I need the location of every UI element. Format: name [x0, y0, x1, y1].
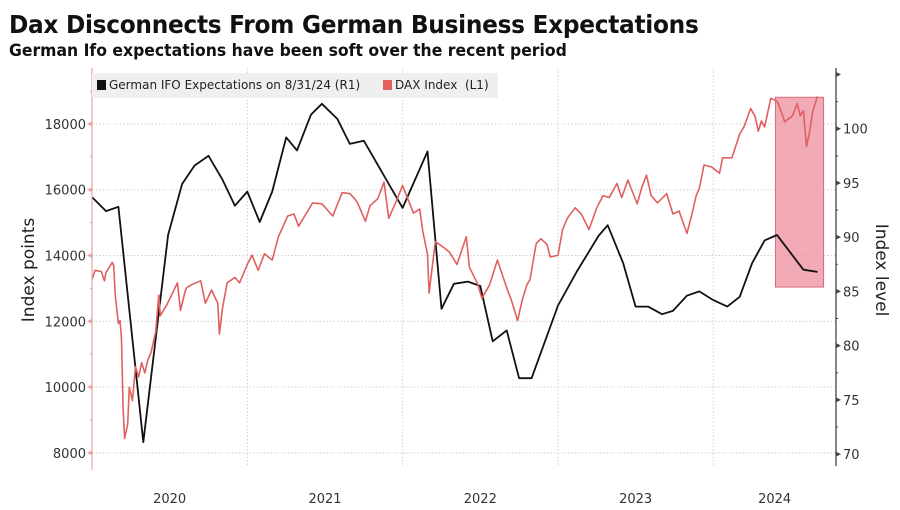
y-right-tick — [836, 72, 841, 78]
legend-swatch-dax — [383, 80, 392, 90]
y-left-tick — [87, 450, 92, 456]
chart-title: Dax Disconnects From German Business Exp… — [9, 10, 699, 39]
y-right-tick-label: 75 — [843, 394, 860, 409]
series-line-dax — [91, 96, 819, 440]
chart-subtitle: German Ifo expectations have been soft o… — [9, 41, 567, 61]
y-right-tick-label: 100 — [843, 123, 868, 138]
y-left-tick-label: 12000 — [45, 315, 86, 330]
series-lines — [91, 96, 819, 443]
y-left-tick-label: 10000 — [45, 381, 86, 396]
y-right-tick — [836, 451, 841, 457]
legend: German IFO Expectations on 8/31/24 (R1) … — [92, 73, 498, 98]
y-left-tick-label: 16000 — [45, 184, 86, 199]
y-left-tick — [87, 318, 92, 324]
x-tick-label: 2020 — [153, 492, 186, 507]
y-right-tick-label: 90 — [843, 231, 860, 246]
y-right-tick — [836, 234, 841, 240]
y-left-tick — [87, 187, 92, 193]
x-tick-label: 2024 — [758, 492, 791, 507]
highlight-region — [774, 96, 825, 288]
gridlines — [92, 68, 836, 466]
y-right-tick — [836, 180, 841, 186]
legend-label-dax: DAX Index (L1) — [395, 78, 489, 92]
y-left-tick — [87, 121, 92, 127]
y-right-tick-label: 85 — [843, 285, 860, 300]
y-left-tick — [87, 252, 92, 258]
x-tick-label: 2023 — [619, 492, 652, 507]
y-left-axis-label: Index points — [19, 218, 39, 323]
legend-background — [92, 73, 498, 98]
y-right-tick — [836, 288, 841, 294]
y-right-tick — [836, 343, 841, 349]
y-left-tick-label: 18000 — [45, 118, 86, 133]
y-right-axis-label: Index level — [871, 224, 891, 317]
legend-swatch-ifo — [97, 80, 106, 90]
y-right-tick-label: 70 — [843, 448, 860, 463]
y-right-tick — [836, 397, 841, 403]
y-right-tick-label: 80 — [843, 340, 860, 355]
x-tick-label: 2021 — [308, 492, 341, 507]
legend-label-ifo: German IFO Expectations on 8/31/24 (R1) — [109, 78, 360, 92]
highlight-box — [774, 96, 825, 288]
y-left-tick-label: 14000 — [45, 249, 86, 264]
y-left-tick-label: 8000 — [53, 447, 86, 462]
y-left-tick — [87, 384, 92, 390]
y-right-tick — [836, 126, 841, 132]
series-line-ifo — [91, 102, 818, 443]
axes: 8000 10000 12000 14000 16000 18000 70 75 80 85 90 9… — [45, 68, 868, 507]
y-right-tick-label: 95 — [843, 177, 860, 192]
x-tick-label: 2022 — [464, 492, 497, 507]
